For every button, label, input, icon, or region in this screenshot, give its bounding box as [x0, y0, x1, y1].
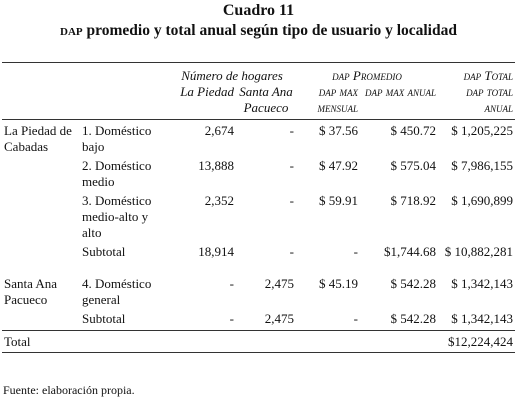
- source: Fuente: elaboración propia.: [3, 383, 135, 397]
- value-cell: $ 59.91: [319, 193, 358, 208]
- value-cell: $ 450.72: [390, 123, 437, 138]
- total-row: Total $12,224,424: [2, 330, 515, 353]
- title: Cuadro 11: [222, 2, 295, 19]
- value-cell: $ 575.04: [390, 158, 437, 173]
- value-cell: 2,475: [264, 311, 294, 326]
- value-cell: -: [229, 311, 234, 326]
- value-cell: 2,674: [204, 123, 234, 138]
- user-type-cell: 2. Doméstico medio: [82, 158, 152, 189]
- value-cell: $ 10,882,281: [444, 244, 513, 259]
- table-row: 3. Doméstico medio-alto y alto 2,352 - $ 59…: [2, 193, 515, 244]
- total-label: Total: [2, 330, 80, 353]
- value-cell: $ 7,986,155: [451, 158, 513, 173]
- table-row: 2. Doméstico medio 13,888 - $ 47.92 $ 575.04…: [2, 158, 515, 193]
- value-cell: $ 1,690,899: [451, 193, 513, 208]
- locality-cell: La Piedad de Cabadas: [4, 123, 72, 154]
- group-header: dap Promedio: [296, 62, 438, 84]
- value-cell: $ 718.92: [390, 193, 437, 208]
- column-header: La Piedad: [168, 84, 236, 120]
- column-header: Santa Ana Pacueco: [236, 84, 296, 120]
- value-cell: $1,744.68: [384, 244, 436, 259]
- value-cell: 2,475: [264, 276, 294, 291]
- value-cell: 18,914: [198, 244, 234, 259]
- value-cell: -: [289, 244, 294, 259]
- value-cell: $ 47.92: [319, 158, 358, 173]
- user-type-cell: 4. Doméstico general: [82, 276, 152, 307]
- user-type-cell: Subtotal: [82, 244, 126, 259]
- value-cell: 13,888: [198, 158, 234, 173]
- table-row: La Piedad de Cabadas 1. Doméstico bajo 2,6…: [2, 120, 515, 159]
- user-type-cell: Subtotal: [82, 311, 126, 326]
- value-cell: $ 542.28: [390, 311, 437, 326]
- value-cell: -: [289, 193, 294, 208]
- spacer: [80, 330, 438, 353]
- column-header: dap max mensual: [296, 84, 360, 120]
- subtitle-abbr: dap: [60, 22, 83, 39]
- subtitle: dap promedio y total anual según tipo de…: [0, 22, 517, 40]
- value-cell: $ 45.19: [319, 276, 358, 291]
- table-row: Santa Ana Pacueco 4. Doméstico general - 2,…: [2, 263, 515, 311]
- group-header: dap Total: [438, 62, 515, 84]
- column-header: dap total anual: [438, 84, 515, 120]
- value-cell: -: [353, 311, 358, 326]
- value-cell: $ 1,342,143: [451, 311, 513, 326]
- value-cell: -: [229, 276, 234, 291]
- table: Número de hogares dap Promedio dap Total…: [2, 62, 515, 353]
- value-cell: -: [289, 158, 294, 173]
- subtitle-text: promedio y total anual según tipo de usu…: [86, 22, 457, 39]
- total-value: $12,224,424: [438, 330, 515, 353]
- locality-cell: Santa Ana Pacueco: [4, 276, 58, 307]
- group-header: Número de hogares: [168, 62, 296, 84]
- value-cell: -: [353, 244, 358, 259]
- column-header: dap max anual: [360, 84, 438, 120]
- user-type-cell: 1. Doméstico bajo: [82, 123, 152, 154]
- value-cell: $ 1,205,225: [451, 123, 513, 138]
- table-row: Subtotal 18,914 - - $1,744.68 $ 10,882,281: [2, 244, 515, 263]
- value-cell: -: [289, 123, 294, 138]
- value-cell: 2,352: [204, 193, 234, 208]
- value-cell: $ 542.28: [390, 276, 437, 291]
- user-type-cell: 3. Doméstico medio-alto y alto: [82, 193, 152, 240]
- value-cell: $ 37.56: [319, 123, 358, 138]
- table-row: Subtotal - 2,475 - $ 542.28 $ 1,342,143: [2, 311, 515, 331]
- value-cell: $ 1,342,143: [451, 276, 513, 291]
